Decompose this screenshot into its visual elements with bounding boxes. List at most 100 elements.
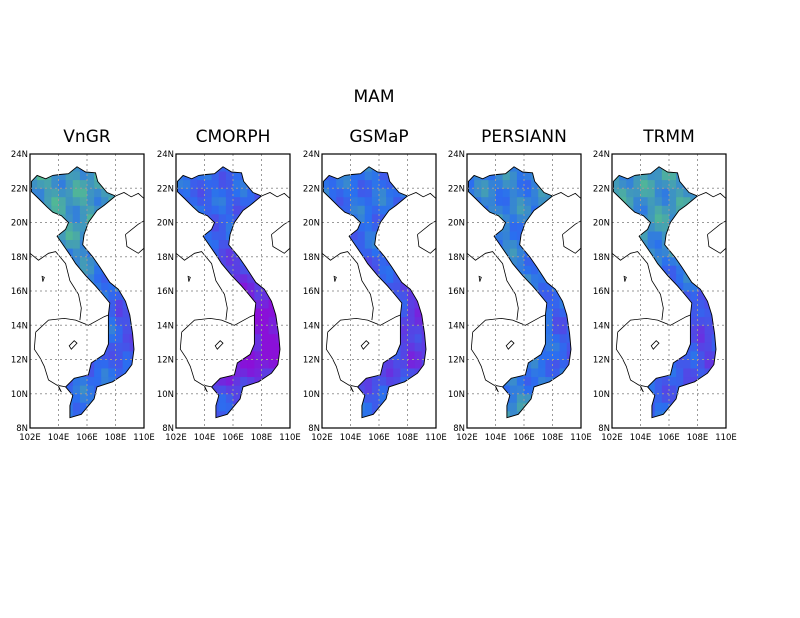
y-tick-label: 22N <box>303 184 320 194</box>
y-tick-label: 10N <box>593 390 610 400</box>
y-tick-label: 24N <box>448 150 465 160</box>
panel-frame <box>175 153 291 429</box>
y-tick-label: 12N <box>593 356 610 366</box>
y-tick-label: 8N <box>16 424 28 434</box>
x-tick-label: 108E <box>105 433 127 443</box>
gridlines <box>467 154 581 428</box>
y-tick-label: 18N <box>157 253 174 263</box>
border-line <box>707 234 727 254</box>
y-tick-label: 10N <box>157 390 174 400</box>
border-line <box>271 234 291 254</box>
y-tick-label: 18N <box>593 253 610 263</box>
border-line <box>470 332 503 388</box>
x-tick-label: 104E <box>485 433 507 443</box>
y-tick-label: 16N <box>448 287 465 297</box>
y-tick-label: 14N <box>157 321 174 331</box>
border-line <box>417 220 437 235</box>
coastline <box>612 166 717 419</box>
border-line <box>611 251 664 321</box>
island-outline <box>204 385 208 393</box>
map-panel-persiann: PERSIANN 102E 104E 106E 108E 110E 8N 10N 12N 14N 1… <box>448 127 592 443</box>
y-tick-label: 16N <box>157 287 174 297</box>
border-line <box>617 314 691 333</box>
coastline <box>30 166 135 419</box>
y-tick-label: 14N <box>448 321 465 331</box>
y-tick-label: 18N <box>11 253 28 263</box>
y-tick-label: 14N <box>303 321 320 331</box>
y-tick-label: 24N <box>593 150 610 160</box>
border-line <box>115 192 145 199</box>
map-panel-trmm: TRMM 102E 104E 106E 108E 110E 8N 10N 12N 14N 16N 18… <box>593 127 737 443</box>
y-tick-label: 22N <box>11 184 28 194</box>
border-line <box>562 234 582 254</box>
x-tick-label: 106E <box>76 433 98 443</box>
gridlines <box>30 154 144 428</box>
border-line <box>562 220 582 235</box>
y-tick-label: 18N <box>303 253 320 263</box>
island-outline <box>650 340 660 350</box>
x-tick-label: 110E <box>133 433 155 443</box>
border-line <box>327 314 401 333</box>
border-line <box>175 251 228 321</box>
border-line <box>697 192 727 199</box>
figure-title: MAM <box>354 87 395 107</box>
border-line <box>29 251 82 321</box>
border-line <box>125 220 145 235</box>
x-tick-label: 104E <box>48 433 70 443</box>
island-outline <box>495 385 499 393</box>
x-tick-label: 106E <box>368 433 390 443</box>
panel-title: GSMaP <box>349 127 408 147</box>
y-tick-label: 14N <box>11 321 28 331</box>
x-tick-label: 110E <box>715 433 737 443</box>
border-line <box>472 314 546 333</box>
island-outline <box>350 385 354 393</box>
y-tick-label: 12N <box>448 356 465 366</box>
x-tick-label: 104E <box>340 433 362 443</box>
y-tick-label: 16N <box>303 287 320 297</box>
y-tick-label: 24N <box>157 150 174 160</box>
x-tick-label: 106E <box>513 433 535 443</box>
x-tick-label: 102E <box>601 433 623 443</box>
y-tick-label: 12N <box>303 356 320 366</box>
panel-title: CMORPH <box>196 127 271 147</box>
border-line <box>466 251 519 321</box>
island-outline <box>68 340 78 350</box>
x-tick-label: 108E <box>687 433 709 443</box>
x-tick-label: 102E <box>456 433 478 443</box>
y-tick-label: 12N <box>157 356 174 366</box>
island-outline <box>214 340 224 350</box>
y-tick-label: 10N <box>303 390 320 400</box>
border-line <box>407 192 437 199</box>
x-tick-label: 104E <box>194 433 216 443</box>
border-line <box>35 314 109 333</box>
y-tick-label: 8N <box>162 424 174 434</box>
y-tick-label: 8N <box>598 424 610 434</box>
y-tick-label: 24N <box>303 150 320 160</box>
x-tick-label: 102E <box>165 433 187 443</box>
panel-frame <box>611 153 727 429</box>
x-tick-label: 110E <box>425 433 447 443</box>
y-tick-label: 16N <box>11 287 28 297</box>
border-line <box>552 192 582 199</box>
y-tick-label: 20N <box>157 219 174 229</box>
border-line <box>707 220 727 235</box>
y-tick-label: 20N <box>11 219 28 229</box>
panel-frame <box>321 153 437 429</box>
x-tick-label: 104E <box>630 433 652 443</box>
y-tick-label: 20N <box>303 219 320 229</box>
border-line <box>615 332 648 388</box>
island-outline <box>41 275 45 282</box>
border-line <box>181 314 255 333</box>
gridlines <box>322 154 436 428</box>
island-outline <box>640 385 644 393</box>
island-outline <box>187 275 191 282</box>
panel-frame <box>29 153 145 429</box>
panel-title: VnGR <box>63 127 111 147</box>
y-tick-label: 20N <box>593 219 610 229</box>
panel-frame <box>466 153 582 429</box>
coastline <box>467 166 572 419</box>
y-tick-label: 10N <box>11 390 28 400</box>
y-tick-label: 14N <box>593 321 610 331</box>
y-tick-label: 22N <box>157 184 174 194</box>
